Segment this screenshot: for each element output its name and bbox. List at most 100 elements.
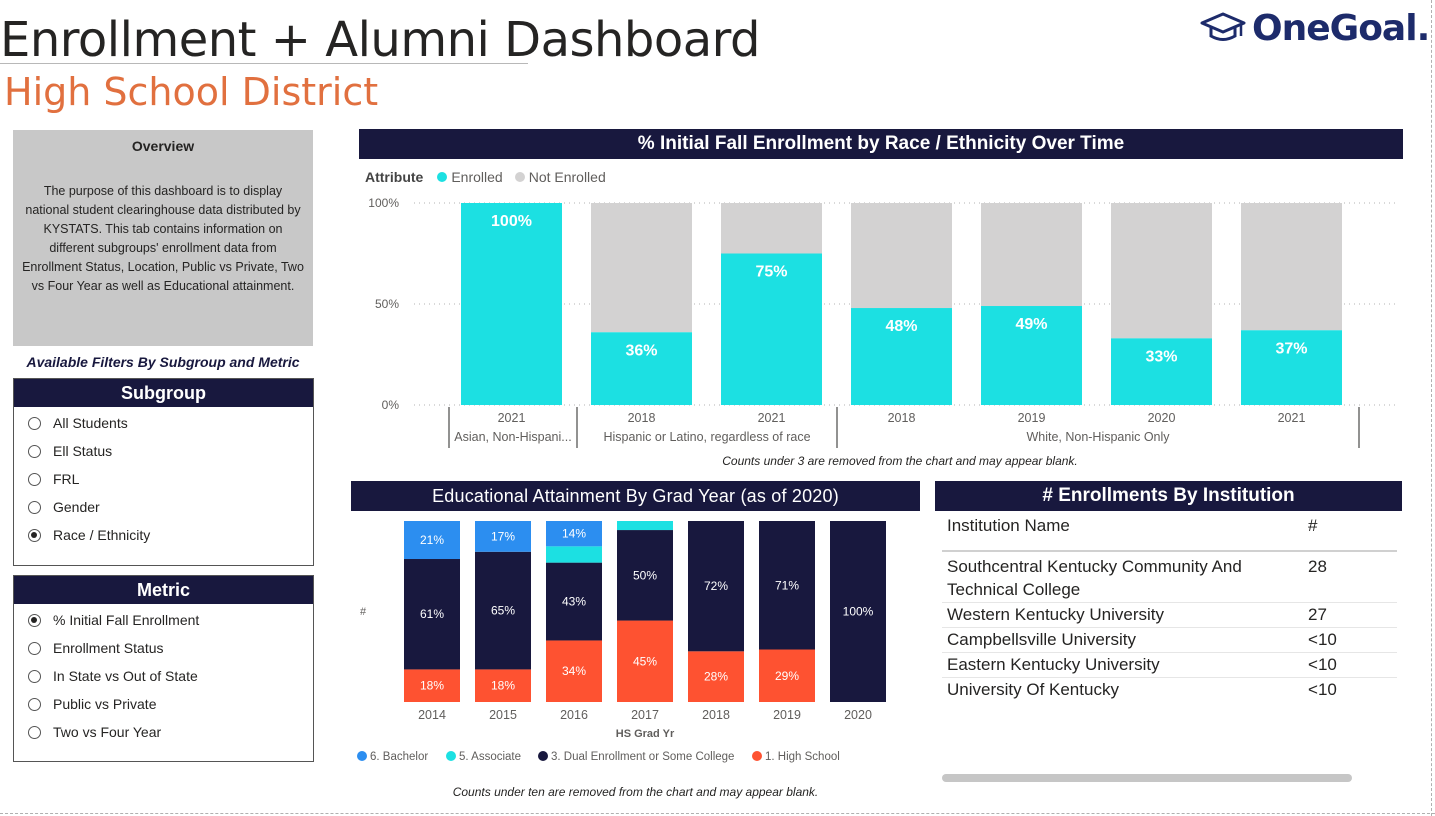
data-label: 28% <box>704 670 728 684</box>
bar-not-enrolled <box>591 203 692 333</box>
subgroup-slicer: Subgroup All Students Ell Status FRL Gen… <box>13 378 314 566</box>
enrollment-chart-title: % Initial Fall Enrollment by Race / Ethn… <box>359 129 1403 159</box>
legend-swatch <box>538 751 548 761</box>
option-label: Enrollment Status <box>53 640 164 656</box>
column-header-count[interactable]: # <box>1308 516 1318 535</box>
bar-not-enrolled <box>981 203 1082 307</box>
table-header-row: Institution Name # <box>942 512 1397 552</box>
data-label: 48% <box>885 318 917 335</box>
data-label: 14% <box>562 527 586 541</box>
option-label: Ell Status <box>53 443 113 459</box>
attainment-chart-title: Educational Attainment By Grad Year (as … <box>351 481 920 511</box>
overview-card: Overview The purpose of this dashboard i… <box>13 130 313 346</box>
subgroup-option-all-students[interactable]: All Students <box>14 409 313 437</box>
option-label: In State vs Out of State <box>53 668 198 684</box>
table-row[interactable]: Southcentral Kentucky Community And Tech… <box>942 552 1397 603</box>
bar-segment <box>404 521 460 560</box>
bar-segment <box>546 521 602 547</box>
institution-name: Eastern Kentucky University <box>947 655 1160 674</box>
institution-count: 28 <box>1308 557 1327 576</box>
data-label: 49% <box>1015 316 1047 333</box>
bar-enrolled <box>981 306 1082 405</box>
radio-button[interactable] <box>28 472 41 486</box>
x-tick-label: 2020 <box>1148 411 1176 425</box>
table-row[interactable]: Campbellsville University <10 <box>942 628 1397 653</box>
bar-enrolled <box>591 332 692 405</box>
data-label: 75% <box>755 264 787 281</box>
data-label: 36% <box>625 342 657 359</box>
bar-enrolled <box>1111 338 1212 405</box>
x-tick-label: 2014 <box>418 708 446 722</box>
option-label: Gender <box>53 499 100 515</box>
x-tick-label: 2018 <box>628 411 656 425</box>
radio-button-selected[interactable] <box>28 613 41 627</box>
institution-table-title: # Enrollments By Institution <box>935 481 1402 511</box>
x-tick-label: 2018 <box>888 411 916 425</box>
legend-label-enrolled[interactable]: Enrolled <box>451 169 503 185</box>
table-horizontal-scrollbar[interactable] <box>942 774 1352 782</box>
x-tick-label: 2021 <box>498 411 526 425</box>
data-label: 18% <box>420 679 444 693</box>
bar-enrolled <box>1241 330 1342 405</box>
bar-segment <box>617 521 673 531</box>
bar-segment <box>404 669 460 702</box>
institution-count: 27 <box>1308 605 1327 624</box>
bar-not-enrolled <box>721 203 822 254</box>
bar-segment <box>617 530 673 621</box>
bar-enrolled <box>851 308 952 405</box>
x-tick-label: 2016 <box>560 708 588 722</box>
bar-segment <box>546 640 602 702</box>
radio-button[interactable] <box>28 697 41 711</box>
metric-option-initial-fall-enrollment[interactable]: % Initial Fall Enrollment <box>14 606 313 634</box>
radio-button[interactable] <box>28 725 41 739</box>
data-label: 18% <box>491 679 515 693</box>
x-axis-label: HS Grad Yr <box>616 728 675 740</box>
radio-button[interactable] <box>28 500 41 514</box>
x-tick-label: 2020 <box>844 708 872 722</box>
data-label: 45% <box>633 654 657 668</box>
legend-label: 6. Bachelor <box>370 751 428 763</box>
radio-button[interactable] <box>28 669 41 683</box>
x-tick-label: 2021 <box>758 411 786 425</box>
subgroup-option-race-ethnicity[interactable]: Race / Ethnicity <box>14 521 313 549</box>
group-label: Asian, Non-Hispani... <box>454 430 571 444</box>
radio-button[interactable] <box>28 444 41 458</box>
bar-segment <box>759 521 815 650</box>
table-row[interactable]: University Of Kentucky <10 <box>942 678 1397 702</box>
institution-count: <10 <box>1308 680 1337 699</box>
bar-segment <box>546 562 602 641</box>
bar-not-enrolled <box>1111 203 1212 339</box>
radio-button[interactable] <box>28 641 41 655</box>
metric-option-two-vs-four-year[interactable]: Two vs Four Year <box>14 718 313 746</box>
data-label: 17% <box>491 529 515 543</box>
table-row[interactable]: Eastern Kentucky University <10 <box>942 653 1397 678</box>
y-axis-label: # <box>360 606 367 618</box>
bar-segment <box>475 521 531 552</box>
subgroup-option-frl[interactable]: FRL <box>14 465 313 493</box>
radio-button[interactable] <box>28 416 41 430</box>
x-tick-label: 2019 <box>773 708 801 722</box>
bar-enrolled <box>721 253 822 405</box>
radio-button-selected[interactable] <box>28 528 41 542</box>
data-label: 100% <box>491 213 532 230</box>
option-label: Two vs Four Year <box>53 724 162 740</box>
metric-option-enrollment-status[interactable]: Enrollment Status <box>14 634 313 662</box>
page-title: Enrollment + Alumni Dashboard <box>0 12 761 68</box>
metric-option-public-vs-private[interactable]: Public vs Private <box>14 690 313 718</box>
subgroup-option-gender[interactable]: Gender <box>14 493 313 521</box>
attainment-chart: #18% 61% 21% 2014 18% 65% 17% 2015 34% 43% 14% 2016… <box>357 521 886 763</box>
legend-swatch-enrolled <box>437 172 448 182</box>
option-label: Public vs Private <box>53 696 157 712</box>
page-subtitle: High School District <box>4 70 379 114</box>
legend-label-not-enrolled[interactable]: Not Enrolled <box>528 169 606 185</box>
logo-text: OneGoal. <box>1252 7 1430 49</box>
y-tick-label: 0% <box>382 398 400 412</box>
column-header-institution[interactable]: Institution Name <box>947 516 1070 535</box>
metric-option-in-state-vs-out-of-state[interactable]: In State vs Out of State <box>14 662 313 690</box>
bar-segment <box>475 669 531 702</box>
table-row[interactable]: Western Kentucky University 27 <box>942 603 1397 628</box>
bar-segment <box>688 521 744 652</box>
subgroup-option-ell-status[interactable]: Ell Status <box>14 437 313 465</box>
legend-swatch <box>446 751 456 761</box>
filters-label: Available Filters By Subgroup and Metric <box>26 354 300 370</box>
